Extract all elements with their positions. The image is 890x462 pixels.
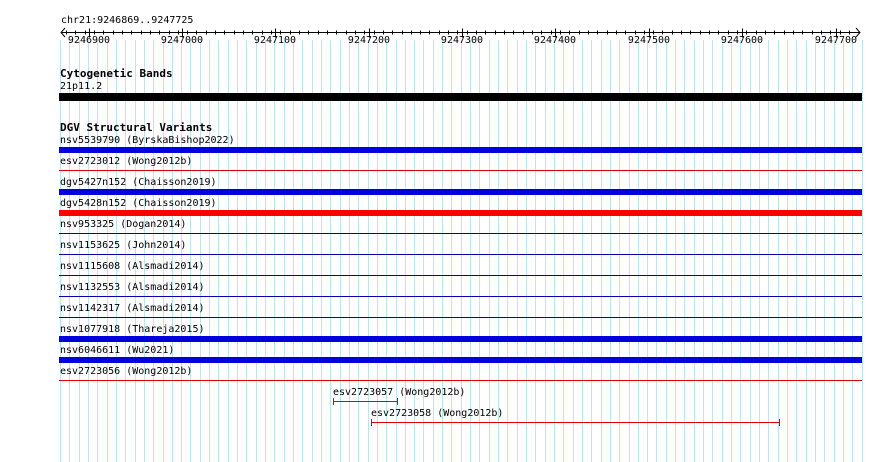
cytoband-label: 21p11.2 (60, 81, 103, 92)
feature-line-esv2723058[interactable] (371, 422, 780, 423)
ruler-tick-label: 9247700 (814, 35, 858, 46)
ruler-tick-label: 9247100 (253, 35, 297, 46)
feature-bar[interactable] (59, 357, 862, 363)
feature-bar[interactable] (59, 189, 862, 195)
feature-line[interactable] (59, 380, 862, 381)
feature-label[interactable]: nsv953325 (Dogan2014) (60, 219, 187, 230)
feature-bar[interactable] (59, 147, 862, 153)
feature-line[interactable] (59, 170, 862, 171)
feature-line[interactable] (59, 317, 862, 318)
feature-line[interactable] (59, 296, 862, 297)
feature-line-esv2723057[interactable] (333, 401, 397, 402)
ruler-tick-label: 9247500 (627, 35, 671, 46)
ruler-left-arrow (60, 27, 66, 38)
feature-label[interactable]: esv2723056 (Wong2012b) (60, 366, 193, 377)
ruler-tick-label: 9247400 (533, 35, 577, 46)
feature-label[interactable]: dgv5428n152 (Chaisson2019) (60, 198, 217, 209)
feature-end-cap (397, 398, 398, 405)
feature-label[interactable]: dgv5427n152 (Chaisson2019) (60, 177, 217, 188)
feature-label[interactable]: nsv1077918 (Thareja2015) (60, 324, 205, 335)
feature-line[interactable] (59, 254, 862, 255)
ruler-right-arrow (855, 27, 861, 38)
cytoband-track-title[interactable]: Cytogenetic Bands (60, 67, 173, 80)
ruler-tick-label: 9247300 (440, 35, 484, 46)
feature-label[interactable]: nsv1153625 (John2014) (60, 240, 187, 251)
ruler-tick-label: 9247200 (347, 35, 391, 46)
feature-label[interactable]: nsv1132553 (Alsmadi2014) (60, 282, 205, 293)
feature-end-cap (779, 419, 780, 426)
feature-label[interactable]: nsv1115608 (Alsmadi2014) (60, 261, 205, 272)
feature-start-cap (333, 398, 334, 405)
feature-bar[interactable] (59, 336, 862, 342)
feature-label[interactable]: esv2723012 (Wong2012b) (60, 156, 193, 167)
feature-bar[interactable] (59, 210, 862, 216)
feature-line[interactable] (59, 275, 862, 276)
feature-label-esv2723057[interactable]: esv2723057 (Wong2012b) (333, 387, 466, 398)
cytoband-bar[interactable] (59, 93, 862, 101)
ruler-tick-label: 9247600 (720, 35, 764, 46)
feature-label-esv2723058[interactable]: esv2723058 (Wong2012b) (371, 408, 504, 419)
dgv-track-title[interactable]: DGV Structural Variants (60, 121, 213, 134)
feature-label[interactable]: nsv1142317 (Alsmadi2014) (60, 303, 205, 314)
ruler-tick-label: 9247000 (160, 35, 204, 46)
feature-line[interactable] (59, 233, 862, 234)
feature-label[interactable]: nsv5539790 (ByrskaBishop2022) (60, 135, 235, 146)
region-label: chr21:9246869..9247725 (61, 15, 194, 26)
feature-start-cap (371, 419, 372, 426)
feature-label[interactable]: nsv6046611 (Wu2021) (60, 345, 175, 356)
ruler-axis (60, 27, 861, 38)
ruler-tick-label: 9246900 (67, 35, 111, 46)
